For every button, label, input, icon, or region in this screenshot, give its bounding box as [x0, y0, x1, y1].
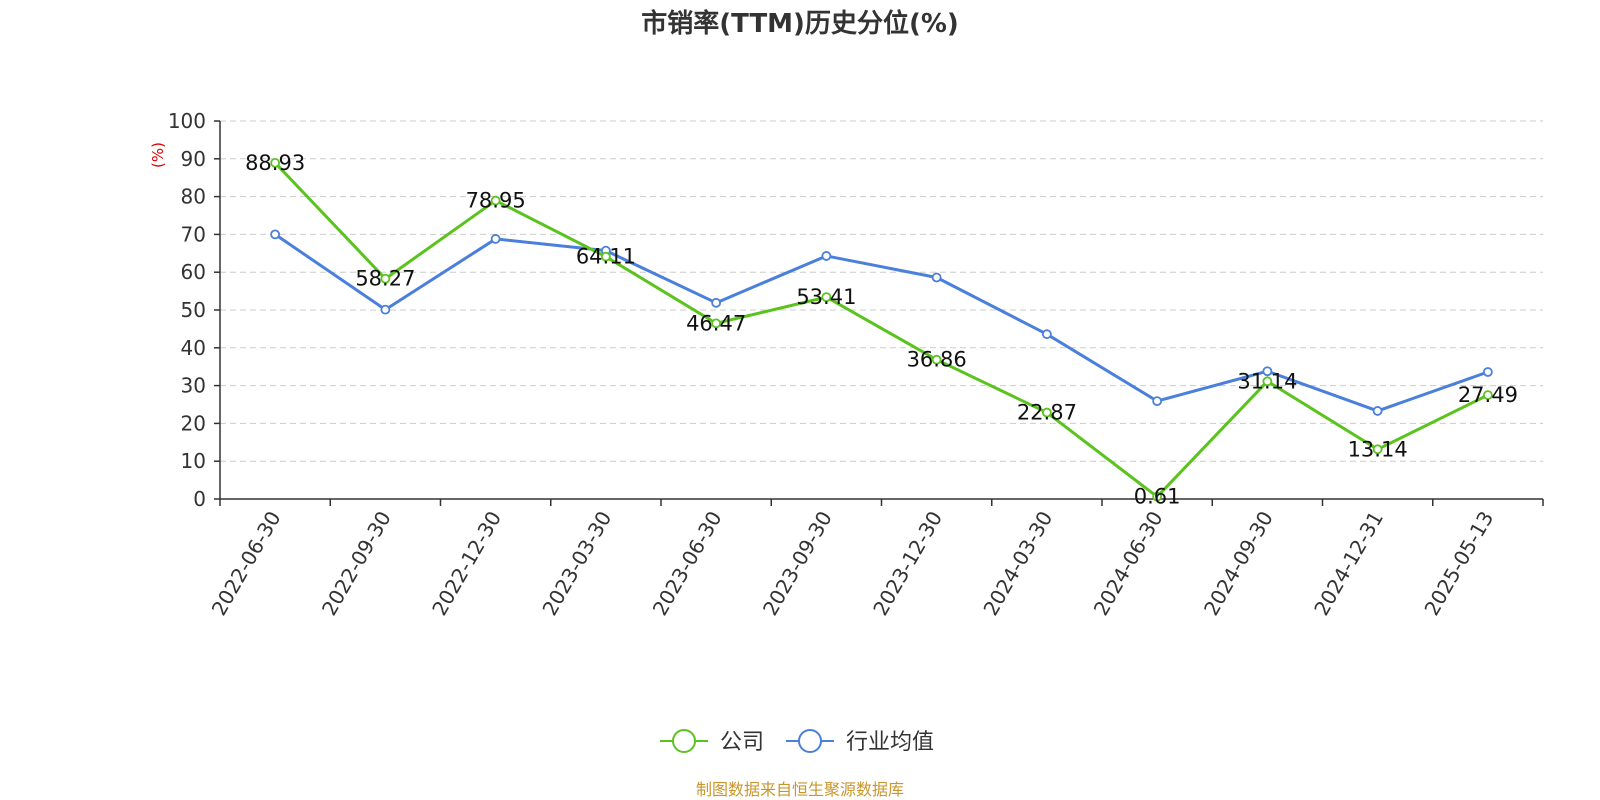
- series-0-point-9: [1262, 376, 1273, 387]
- series-line-0: [274, 161, 1489, 499]
- data-label-0-10: 13.14: [1348, 437, 1408, 461]
- series-0-point-7: [1041, 407, 1052, 418]
- series-1-point-11: [1482, 367, 1493, 377]
- x-tick-label-3: 2023-03-30: [537, 507, 616, 620]
- data-label-0-6: 36.86: [907, 348, 967, 372]
- data-label-0-0: 88.93: [245, 151, 305, 175]
- chart-title: 市销率(TTM)历史分位(%): [641, 8, 959, 39]
- y-tick-label-90: 90: [181, 147, 206, 171]
- x-tick-label-2: 2022-12-30: [427, 507, 506, 620]
- data-label-0-8: 0.61: [1134, 485, 1181, 509]
- y-axis-label: (%): [149, 142, 167, 168]
- series-0-point-2: [490, 195, 501, 206]
- y-tick-label-60: 60: [181, 260, 206, 284]
- y-tick-label-0: 0: [193, 487, 206, 511]
- data-label-0-1: 58.27: [355, 267, 415, 291]
- x-tick-label-7: 2024-03-30: [978, 507, 1057, 620]
- data-label-0-2: 78.95: [466, 189, 526, 213]
- x-tick-label-4: 2023-06-30: [648, 507, 727, 620]
- legend-marker-1: [798, 729, 823, 753]
- series-1-point-9: [1262, 366, 1273, 377]
- legend-marker-0: [672, 729, 696, 753]
- series-0-point-0: [270, 157, 281, 168]
- data-label-0-7: 22.87: [1017, 401, 1077, 425]
- x-tick-label-10: 2024-12-31: [1309, 507, 1388, 620]
- series-1-point-1: [380, 304, 391, 315]
- data-label-0-4: 46.47: [686, 311, 746, 335]
- series-line-1: [274, 233, 1489, 413]
- x-tick-label-6: 2023-12-30: [868, 507, 947, 620]
- series-points: [270, 157, 1493, 502]
- y-tick-label-20: 20: [181, 411, 206, 435]
- series-0-point-5: [821, 292, 832, 303]
- y-tick-label-40: 40: [181, 336, 206, 360]
- series-1-point-8: [1152, 396, 1163, 406]
- x-tick-label-11: 2025-05-13: [1419, 507, 1498, 620]
- legend: 公司 行业均值: [660, 729, 934, 755]
- series-1-point-5: [821, 251, 832, 261]
- legend-label-0: 公司: [720, 730, 764, 755]
- y-tick-label-80: 80: [181, 185, 206, 209]
- grid-lines: [220, 120, 1543, 462]
- series-lines: [274, 161, 1489, 499]
- data-labels: 88.93 58.27 78.95 64.11 46.47 53.41 36.86 22.87…: [245, 151, 1518, 509]
- series-0-point-1: [380, 273, 391, 284]
- y-tick-label-70: 70: [181, 222, 206, 246]
- y-tick-label-100: 100: [168, 109, 206, 133]
- series-1-point-0: [270, 229, 281, 240]
- legend-label-1: 行业均值: [846, 730, 934, 755]
- y-tick-label-50: 50: [181, 298, 206, 322]
- series-0-point-6: [931, 354, 942, 365]
- series-0-point-3: [600, 251, 611, 262]
- series-1-point-10: [1372, 406, 1383, 416]
- series-1-point-2: [490, 234, 501, 244]
- x-tick-label-1: 2022-09-30: [317, 507, 396, 620]
- series-0-point-11: [1482, 390, 1493, 400]
- x-tick-label-9: 2024-09-30: [1199, 507, 1278, 620]
- source-note: 制图数据来自恒生聚源数据库: [696, 780, 904, 799]
- series-0-point-4: [711, 318, 722, 329]
- y-tick-label-10: 10: [181, 449, 206, 473]
- x-tick-label-5: 2023-09-30: [758, 507, 837, 620]
- x-tick-label-0: 2022-06-30: [207, 507, 286, 620]
- data-label-0-5: 53.41: [796, 285, 856, 309]
- series-0-point-10: [1372, 444, 1383, 455]
- series-1-point-6: [931, 272, 942, 283]
- data-label-0-11: 27.49: [1458, 383, 1518, 407]
- data-label-0-3: 64.11: [576, 245, 636, 269]
- data-label-0-9: 31.14: [1237, 369, 1297, 393]
- x-tick-label-8: 2024-06-30: [1089, 507, 1168, 620]
- series-0-point-8: [1152, 491, 1163, 502]
- series-1-point-4: [711, 297, 722, 308]
- axes: 0 10 20 30 40 50 60 70 80 90 100 2022-06-30 2022-09-…: [168, 109, 1544, 620]
- y-tick-label-30: 30: [181, 374, 206, 398]
- series-1-point-7: [1041, 329, 1052, 340]
